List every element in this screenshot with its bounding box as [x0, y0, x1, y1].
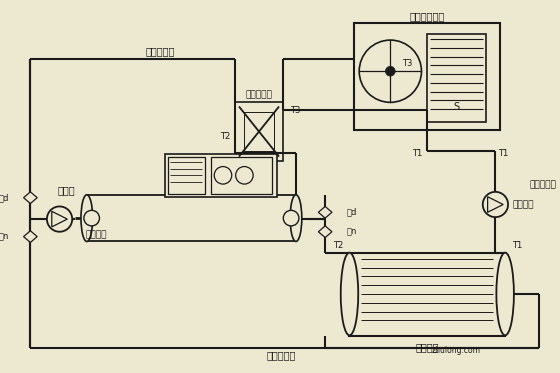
Text: 阀n: 阀n: [347, 227, 357, 236]
Circle shape: [283, 210, 299, 226]
Circle shape: [84, 210, 100, 226]
Polygon shape: [24, 231, 37, 242]
Text: S: S: [454, 102, 460, 112]
Bar: [87, 195, 296, 241]
Bar: [165, 154, 277, 197]
Text: 载冷剂回路: 载冷剂回路: [145, 46, 175, 56]
Text: T1: T1: [512, 241, 522, 250]
Ellipse shape: [496, 253, 514, 335]
Bar: [167, 157, 204, 194]
Text: 制冷机: 制冷机: [58, 185, 75, 195]
Text: zhulong.com: zhulong.com: [432, 346, 481, 355]
Ellipse shape: [81, 195, 92, 241]
Text: T3: T3: [402, 59, 413, 68]
Text: T2: T2: [333, 241, 343, 250]
Text: 冷冻水泵: 冷冻水泵: [513, 200, 534, 209]
Text: 载冷剂回路: 载冷剂回路: [267, 350, 296, 360]
Polygon shape: [488, 197, 503, 212]
Text: T3: T3: [290, 106, 300, 115]
Bar: [349, 253, 505, 336]
Text: 载冷剂泵: 载冷剂泵: [86, 230, 108, 239]
Circle shape: [483, 192, 508, 217]
Text: 冷冻水回路: 冷冻水回路: [529, 181, 556, 189]
Text: T2: T2: [220, 132, 230, 141]
Ellipse shape: [290, 195, 302, 241]
Text: T1: T1: [412, 150, 422, 159]
Polygon shape: [318, 226, 332, 238]
Circle shape: [47, 206, 72, 232]
Text: 阀n: 阀n: [0, 232, 9, 241]
Text: 空气处理机组: 空气处理机组: [410, 11, 445, 21]
Circle shape: [359, 40, 422, 102]
Circle shape: [214, 167, 232, 184]
Bar: [235, 102, 283, 161]
Polygon shape: [24, 192, 37, 204]
Bar: [211, 157, 272, 194]
Text: 阀d: 阀d: [347, 208, 357, 217]
Polygon shape: [318, 206, 332, 218]
Circle shape: [385, 66, 395, 76]
Text: 阀d: 阀d: [0, 193, 9, 202]
Circle shape: [236, 167, 253, 184]
Bar: [427, 34, 486, 122]
Ellipse shape: [340, 253, 358, 335]
Text: T1: T1: [498, 150, 508, 159]
Text: 板式换热器: 板式换热器: [246, 90, 272, 99]
Text: 蓄冷装置: 蓄冷装置: [416, 342, 439, 352]
Bar: [244, 112, 274, 151]
Polygon shape: [52, 211, 67, 227]
Bar: [354, 23, 500, 129]
